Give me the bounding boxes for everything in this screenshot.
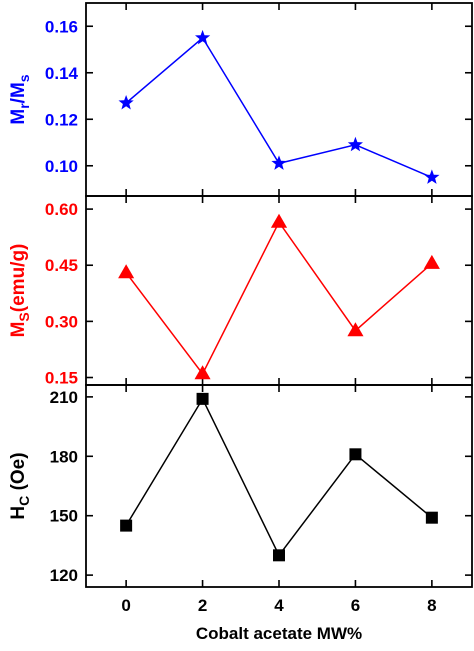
data-point bbox=[118, 264, 135, 279]
x-tick-label: 2 bbox=[198, 596, 207, 615]
y-axis-label: Mr/Ms bbox=[8, 74, 32, 124]
chart-panels: 0.10 0.12 0.14 0.16 Mr/Ms 0.15 0.30 0.45 0.60 MS(… bbox=[8, 2, 473, 588]
y-tick-label: 0.60 bbox=[45, 200, 78, 219]
data-point bbox=[347, 322, 364, 337]
data-point bbox=[270, 213, 288, 228]
x-tick-label: 8 bbox=[427, 596, 436, 615]
y-tick-label: 0.16 bbox=[45, 17, 78, 36]
x-tick-label: 0 bbox=[121, 596, 130, 615]
data-point bbox=[195, 29, 211, 45]
y-tick-label: 150 bbox=[50, 507, 78, 526]
y-tick-label: 120 bbox=[50, 566, 78, 585]
data-point bbox=[271, 155, 287, 170]
y-tick-label: 0.10 bbox=[45, 157, 78, 176]
data-point bbox=[347, 136, 363, 152]
panel-3: 120 150 180 210 HC (Oe) bbox=[8, 384, 473, 588]
y-tick-label: 0.45 bbox=[45, 256, 78, 275]
panel-1: 0.10 0.12 0.14 0.16 Mr/Ms bbox=[8, 2, 473, 197]
x-tick-label: 6 bbox=[351, 596, 360, 615]
data-point bbox=[194, 365, 211, 380]
panel-2: 0.15 0.30 0.45 0.60 MS(emu/g) bbox=[8, 195, 473, 388]
data-point bbox=[425, 511, 438, 524]
y-tick-label: 0.14 bbox=[45, 64, 79, 83]
x-axis: 0 2 4 6 8 bbox=[121, 596, 436, 615]
y-tick-label: 210 bbox=[50, 388, 78, 407]
y-tick-label: 180 bbox=[50, 447, 78, 466]
data-point bbox=[423, 254, 440, 269]
y-tick-label: 0.12 bbox=[45, 110, 78, 129]
data-point bbox=[424, 169, 440, 184]
data-point bbox=[273, 549, 285, 562]
x-tick-label: 4 bbox=[274, 596, 284, 615]
data-point bbox=[349, 448, 362, 461]
x-axis-label: Cobalt acetate MW% bbox=[196, 624, 362, 643]
y-axis-label: HC (Oe) bbox=[8, 452, 32, 519]
y-axis-label: MS(emu/g) bbox=[8, 244, 32, 338]
y-tick-label: 0.30 bbox=[45, 312, 78, 331]
panel-frame bbox=[85, 384, 473, 588]
data-point bbox=[118, 95, 134, 110]
data-point bbox=[120, 519, 133, 532]
data-point bbox=[196, 392, 209, 405]
y-tick-label: 0.15 bbox=[45, 369, 78, 388]
